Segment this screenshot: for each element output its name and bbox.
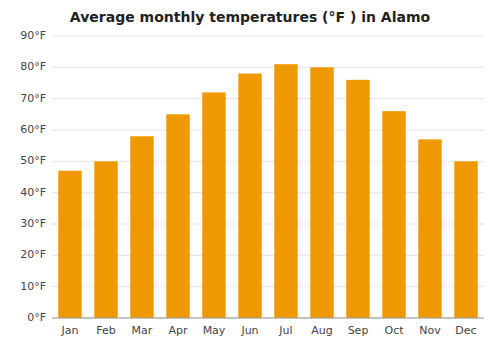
- grid-line: [52, 36, 484, 37]
- x-tick-label: Jul: [278, 324, 292, 337]
- bar: [274, 64, 297, 318]
- page: {"chart_data": {"type": "bar", "title": …: [0, 0, 500, 350]
- bar: [202, 92, 225, 318]
- x-tick-label: Sep: [348, 324, 369, 337]
- chart-svg: Average monthly temperatures (°F ) in Al…: [0, 0, 500, 350]
- chart-container: Average monthly temperatures (°F ) in Al…: [0, 0, 500, 350]
- y-tick-label: 90°F: [20, 29, 46, 42]
- x-axis: Jan Feb Mar Apr May Jun Jul Aug Sep Oct Nov Dec: [61, 324, 477, 337]
- x-tick-label: Dec: [455, 324, 476, 337]
- y-tick-label: 70°F: [20, 92, 46, 105]
- y-tick-label: 10°F: [20, 280, 46, 293]
- y-tick-label: 80°F: [20, 60, 46, 73]
- y-axis: 0°F 10°F 20°F 30°F 40°F 50°F 60°F 70°F 80°F 90°F: [20, 29, 46, 324]
- y-grid: [52, 36, 484, 318]
- bar: [166, 114, 189, 318]
- x-tick-label: Mar: [132, 324, 153, 337]
- bar: [418, 139, 441, 318]
- title: Average monthly temperatures (°F ) in Al…: [70, 9, 431, 25]
- x-tick-label: Jun: [240, 324, 258, 337]
- y-tick-label: 50°F: [20, 154, 46, 167]
- x-tick-label: Feb: [96, 324, 115, 337]
- bars: [58, 64, 477, 318]
- y-tick-label: 20°F: [20, 248, 46, 261]
- y-tick-label: 0°F: [27, 311, 46, 324]
- bar: [58, 171, 81, 318]
- grid-line: [52, 130, 484, 131]
- x-tick-label: Jan: [61, 324, 79, 337]
- x-tick-label: Nov: [419, 324, 441, 337]
- x-tick-label: Apr: [168, 324, 188, 337]
- grid-line: [52, 318, 484, 319]
- bar: [94, 161, 117, 318]
- grid-line: [52, 67, 484, 68]
- y-tick-label: 60°F: [20, 123, 46, 136]
- bar: [382, 111, 405, 318]
- bar: [454, 161, 477, 318]
- bar: [346, 80, 369, 318]
- x-tick-label: Aug: [311, 324, 332, 337]
- bar: [310, 67, 333, 318]
- x-tick-label: May: [203, 324, 226, 337]
- grid-line: [52, 98, 484, 99]
- bar: [130, 136, 153, 318]
- bar: [238, 74, 261, 318]
- x-tick-label: Oct: [384, 324, 404, 337]
- y-tick-label: 40°F: [20, 186, 46, 199]
- y-tick-label: 30°F: [20, 217, 46, 230]
- x-axis-line: [52, 318, 484, 319]
